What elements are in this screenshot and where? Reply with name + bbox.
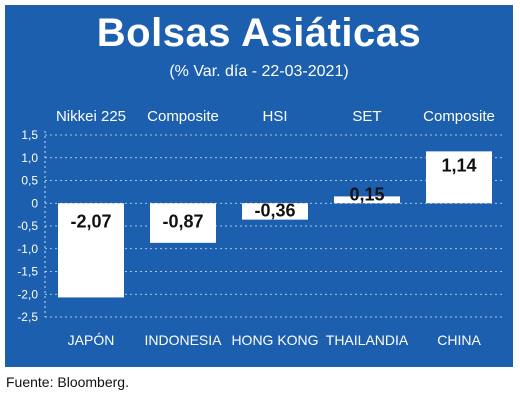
index-name-label: Composite [147,108,219,125]
y-tick-label: -2,0 [17,287,38,301]
y-tick-label: 1,5 [21,128,38,142]
y-tick-label: -2,5 [17,310,38,324]
index-name-label: Composite [423,108,495,125]
value-label: -0,87 [162,211,203,231]
value-label: -0,36 [254,201,295,221]
x-tick-label: THAILANDIA [326,332,409,348]
bar [58,203,124,298]
x-tick-label: INDONESIA [144,332,222,348]
y-tick-label: 0 [31,196,38,210]
bar [426,151,492,204]
value-label: 0,15 [349,184,384,204]
x-tick-label: JAPÓN [68,332,115,348]
x-tick-label: HONG KONG [231,332,318,348]
bar [242,203,308,220]
x-tick-label: CHINA [437,332,481,348]
y-tick-label: 1,0 [21,151,38,165]
bar [334,196,400,204]
value-label: -2,07 [70,211,111,231]
chart-panel: Bolsas Asiáticas (% Var. día - 22-03-202… [5,5,513,367]
bar [150,203,216,243]
index-name-label: Nikkei 225 [56,108,126,125]
chart-title: Bolsas Asiáticas [96,11,422,55]
value-label: 1,14 [441,155,476,175]
bar-chart: 1,5 1,0 0,5 0 -0,5 -1,0 -1,5 -2,0 -2,5 -2,07 Nikke… [17,108,505,348]
source-note: Fuente: Bloomberg. [6,374,129,390]
y-tick-label: 0,5 [21,174,38,188]
index-name-label: HSI [262,108,287,125]
y-tick-label: -0,5 [17,219,38,233]
y-tick-label: -1,0 [17,242,38,256]
y-tick-label: -1,5 [17,265,38,279]
chart-subtitle: (% Var. día - 22-03-2021) [169,63,349,80]
index-name-label: SET [352,108,381,125]
